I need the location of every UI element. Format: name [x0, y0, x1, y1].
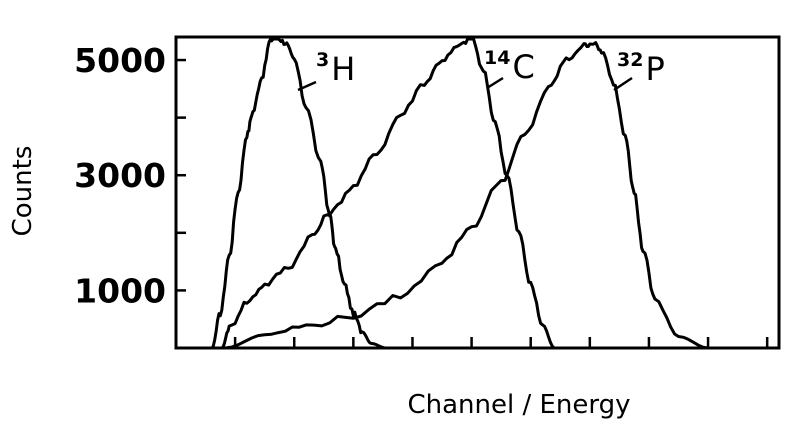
label-leader-line: [297, 80, 317, 92]
y-tick-label: 3000: [74, 156, 166, 195]
series-label-32P: 32P: [617, 49, 665, 88]
y-tick-label: 1000: [74, 271, 166, 310]
y-tick-label: 5000: [74, 41, 166, 80]
curve-3H: [210, 37, 387, 350]
series-labels: 3H 14C 32P: [297, 47, 665, 92]
plot-border: [174, 35, 781, 350]
y-axis-ticks: 1000 3000 5000: [74, 41, 186, 310]
series-label-14C: 14C: [484, 47, 535, 86]
plot-frame: [174, 35, 781, 350]
curve-32P: [224, 41, 709, 350]
curve-14C: [220, 37, 556, 350]
label-leader-line: [613, 76, 633, 92]
label-leader-line: [486, 76, 504, 90]
spectrum-curves: [210, 37, 709, 350]
series-label-3H: 3H: [316, 49, 355, 88]
y-axis-title: Counts: [8, 146, 38, 237]
x-axis-title: Channel / Energy: [407, 390, 630, 420]
